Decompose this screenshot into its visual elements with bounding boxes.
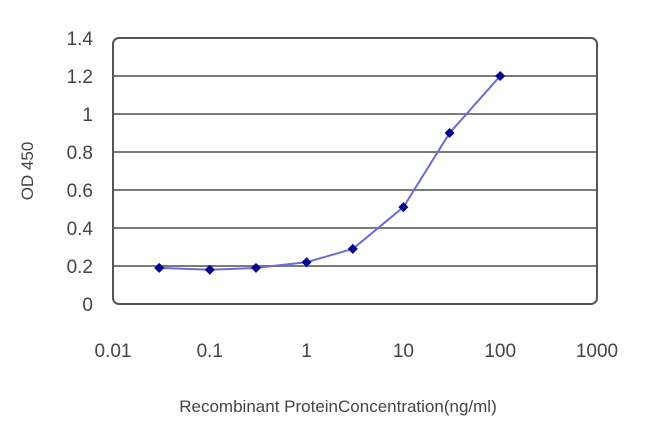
y-tick-label: 1.4 [67,29,94,50]
data-point-marker [250,262,261,273]
data-point-marker [495,71,506,81]
series-markers [154,71,506,275]
y-tick-label: 0.4 [67,219,94,240]
y-axis-title: OD 450 [18,142,37,201]
y-tick-label: 0.2 [67,257,93,278]
data-point-marker [154,262,165,273]
y-tick-label: 1.2 [67,67,93,88]
x-tick-label: 10 [393,341,414,362]
y-tick-label: 1 [82,105,93,126]
x-tick-label: 0.01 [95,341,132,362]
x-tick-label: 100 [484,341,516,362]
y-tick-label: 0.8 [67,143,93,164]
x-axis-ticks: 0.01 0.1 1 10 100 1000 [95,341,619,362]
data-point-marker [204,264,215,275]
plot-frame [112,37,598,305]
y-tick-label: 0.6 [67,181,93,202]
x-tick-label: 1 [301,341,312,362]
data-point-marker [347,243,358,254]
data-point-marker [301,257,312,268]
y-axis-ticks: 0 0.2 0.4 0.6 0.8 1 1.2 1.4 [67,29,94,316]
data-point-marker [398,202,409,213]
x-axis-title: Recombinant ProteinConcentration(ng/ml) [179,397,497,416]
data-point-marker [444,128,455,138]
x-tick-label: 0.1 [197,341,223,362]
y-tick-label: 0 [82,295,93,316]
x-tick-label: 1000 [576,341,618,362]
series-line [159,75,501,271]
gridlines [113,75,597,267]
